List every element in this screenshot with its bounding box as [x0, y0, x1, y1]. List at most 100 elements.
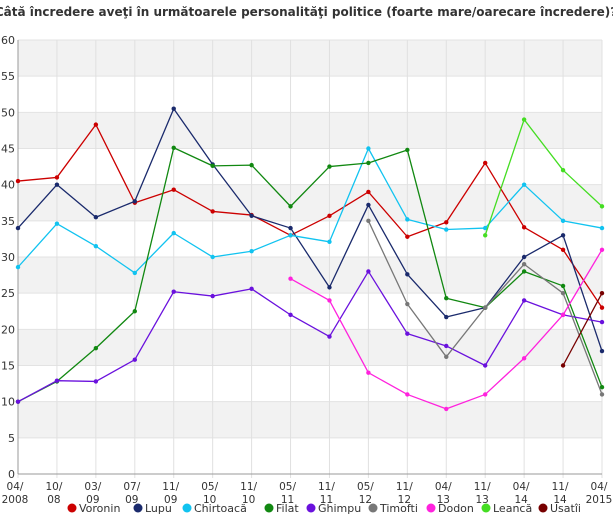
data-point[interactable] — [366, 370, 371, 375]
data-point[interactable] — [483, 305, 488, 310]
legend-item-usat-i[interactable]: Usatîi — [538, 502, 581, 515]
data-point[interactable] — [93, 379, 99, 384]
legend-item-timofti[interactable]: Timofti — [368, 502, 418, 515]
data-point[interactable] — [599, 348, 605, 354]
data-point[interactable] — [405, 217, 410, 222]
data-point[interactable] — [521, 262, 527, 267]
data-point[interactable] — [54, 175, 60, 180]
data-point[interactable] — [483, 233, 488, 238]
data-point[interactable] — [210, 293, 215, 299]
data-point[interactable] — [599, 392, 605, 397]
legend-item-voronin[interactable]: Voronin — [67, 502, 121, 515]
data-point[interactable] — [405, 272, 410, 277]
data-point[interactable] — [560, 168, 566, 173]
data-point[interactable] — [444, 343, 449, 349]
data-point[interactable] — [483, 363, 488, 368]
data-point[interactable] — [132, 199, 137, 204]
data-point[interactable] — [210, 163, 215, 169]
data-point[interactable] — [366, 269, 371, 274]
data-point[interactable] — [444, 314, 449, 320]
data-point[interactable] — [54, 182, 60, 187]
data-point[interactable] — [171, 289, 176, 294]
data-point[interactable] — [210, 254, 215, 260]
data-point[interactable] — [444, 220, 449, 225]
data-point[interactable] — [599, 319, 605, 325]
data-point[interactable] — [560, 218, 566, 224]
legend-item-leanc-[interactable]: Leancă — [481, 502, 533, 515]
data-point[interactable] — [15, 399, 21, 404]
data-point[interactable] — [366, 218, 371, 224]
data-point[interactable] — [599, 204, 605, 209]
data-point[interactable] — [210, 209, 215, 214]
legend-item-lupu[interactable]: Lupu — [133, 502, 172, 515]
data-point[interactable] — [171, 106, 176, 111]
data-point[interactable] — [327, 164, 332, 169]
data-point[interactable] — [521, 298, 527, 303]
data-point[interactable] — [483, 392, 488, 397]
data-point[interactable] — [483, 160, 488, 166]
data-point[interactable] — [93, 122, 99, 127]
data-point[interactable] — [521, 269, 527, 274]
data-point[interactable] — [444, 296, 449, 301]
data-point[interactable] — [521, 117, 527, 122]
data-point[interactable] — [327, 285, 332, 290]
data-point[interactable] — [366, 189, 371, 195]
data-point[interactable] — [521, 356, 527, 361]
data-point[interactable] — [327, 334, 332, 339]
data-point[interactable] — [15, 264, 21, 270]
data-point[interactable] — [405, 147, 410, 153]
data-point[interactable] — [560, 290, 566, 296]
data-point[interactable] — [521, 182, 527, 187]
data-point[interactable] — [171, 145, 176, 150]
data-point[interactable] — [560, 283, 566, 289]
data-point[interactable] — [599, 305, 605, 310]
data-point[interactable] — [93, 345, 99, 351]
data-point[interactable] — [93, 243, 99, 249]
data-point[interactable] — [444, 354, 449, 360]
data-point[interactable] — [560, 247, 566, 252]
data-point[interactable] — [249, 286, 254, 292]
legend-item-filat[interactable]: Filat — [264, 502, 300, 515]
data-point[interactable] — [249, 213, 254, 218]
data-point[interactable] — [288, 225, 293, 231]
data-point[interactable] — [54, 378, 60, 383]
data-point[interactable] — [405, 301, 410, 307]
data-point[interactable] — [405, 331, 410, 336]
data-point[interactable] — [327, 298, 332, 303]
data-point[interactable] — [599, 247, 605, 252]
data-point[interactable] — [483, 225, 488, 231]
data-point[interactable] — [599, 290, 605, 296]
data-point[interactable] — [171, 230, 176, 236]
data-point[interactable] — [171, 187, 176, 192]
legend[interactable]: Voronin Lupu Chirtoacă Filat Ghimpu Timofti Do… — [67, 502, 581, 515]
data-point[interactable] — [249, 249, 254, 254]
data-point[interactable] — [15, 225, 21, 231]
legend-item-ghimpu[interactable]: Ghimpu — [306, 502, 362, 515]
data-point[interactable] — [560, 363, 566, 368]
data-point[interactable] — [521, 254, 527, 260]
data-point[interactable] — [366, 160, 371, 166]
data-point[interactable] — [444, 406, 449, 412]
data-point[interactable] — [288, 233, 293, 238]
data-point[interactable] — [405, 234, 410, 239]
legend-item-dodon[interactable]: Dodon — [426, 502, 474, 515]
data-point[interactable] — [54, 221, 60, 226]
data-point[interactable] — [366, 202, 371, 208]
data-point[interactable] — [93, 215, 99, 220]
data-point[interactable] — [521, 225, 527, 230]
data-point[interactable] — [405, 392, 410, 397]
data-point[interactable] — [132, 357, 137, 362]
data-point[interactable] — [288, 276, 293, 281]
data-point[interactable] — [249, 162, 254, 168]
data-point[interactable] — [599, 225, 605, 231]
data-point[interactable] — [132, 309, 137, 314]
data-point[interactable] — [444, 227, 449, 232]
data-point[interactable] — [560, 312, 566, 318]
data-point[interactable] — [132, 270, 137, 276]
data-point[interactable] — [15, 178, 21, 184]
data-point[interactable] — [366, 146, 371, 151]
legend-item-chirtoac-[interactable]: Chirtoacă — [182, 502, 247, 515]
data-point[interactable] — [599, 385, 605, 390]
data-point[interactable] — [288, 312, 293, 318]
data-point[interactable] — [560, 233, 566, 238]
